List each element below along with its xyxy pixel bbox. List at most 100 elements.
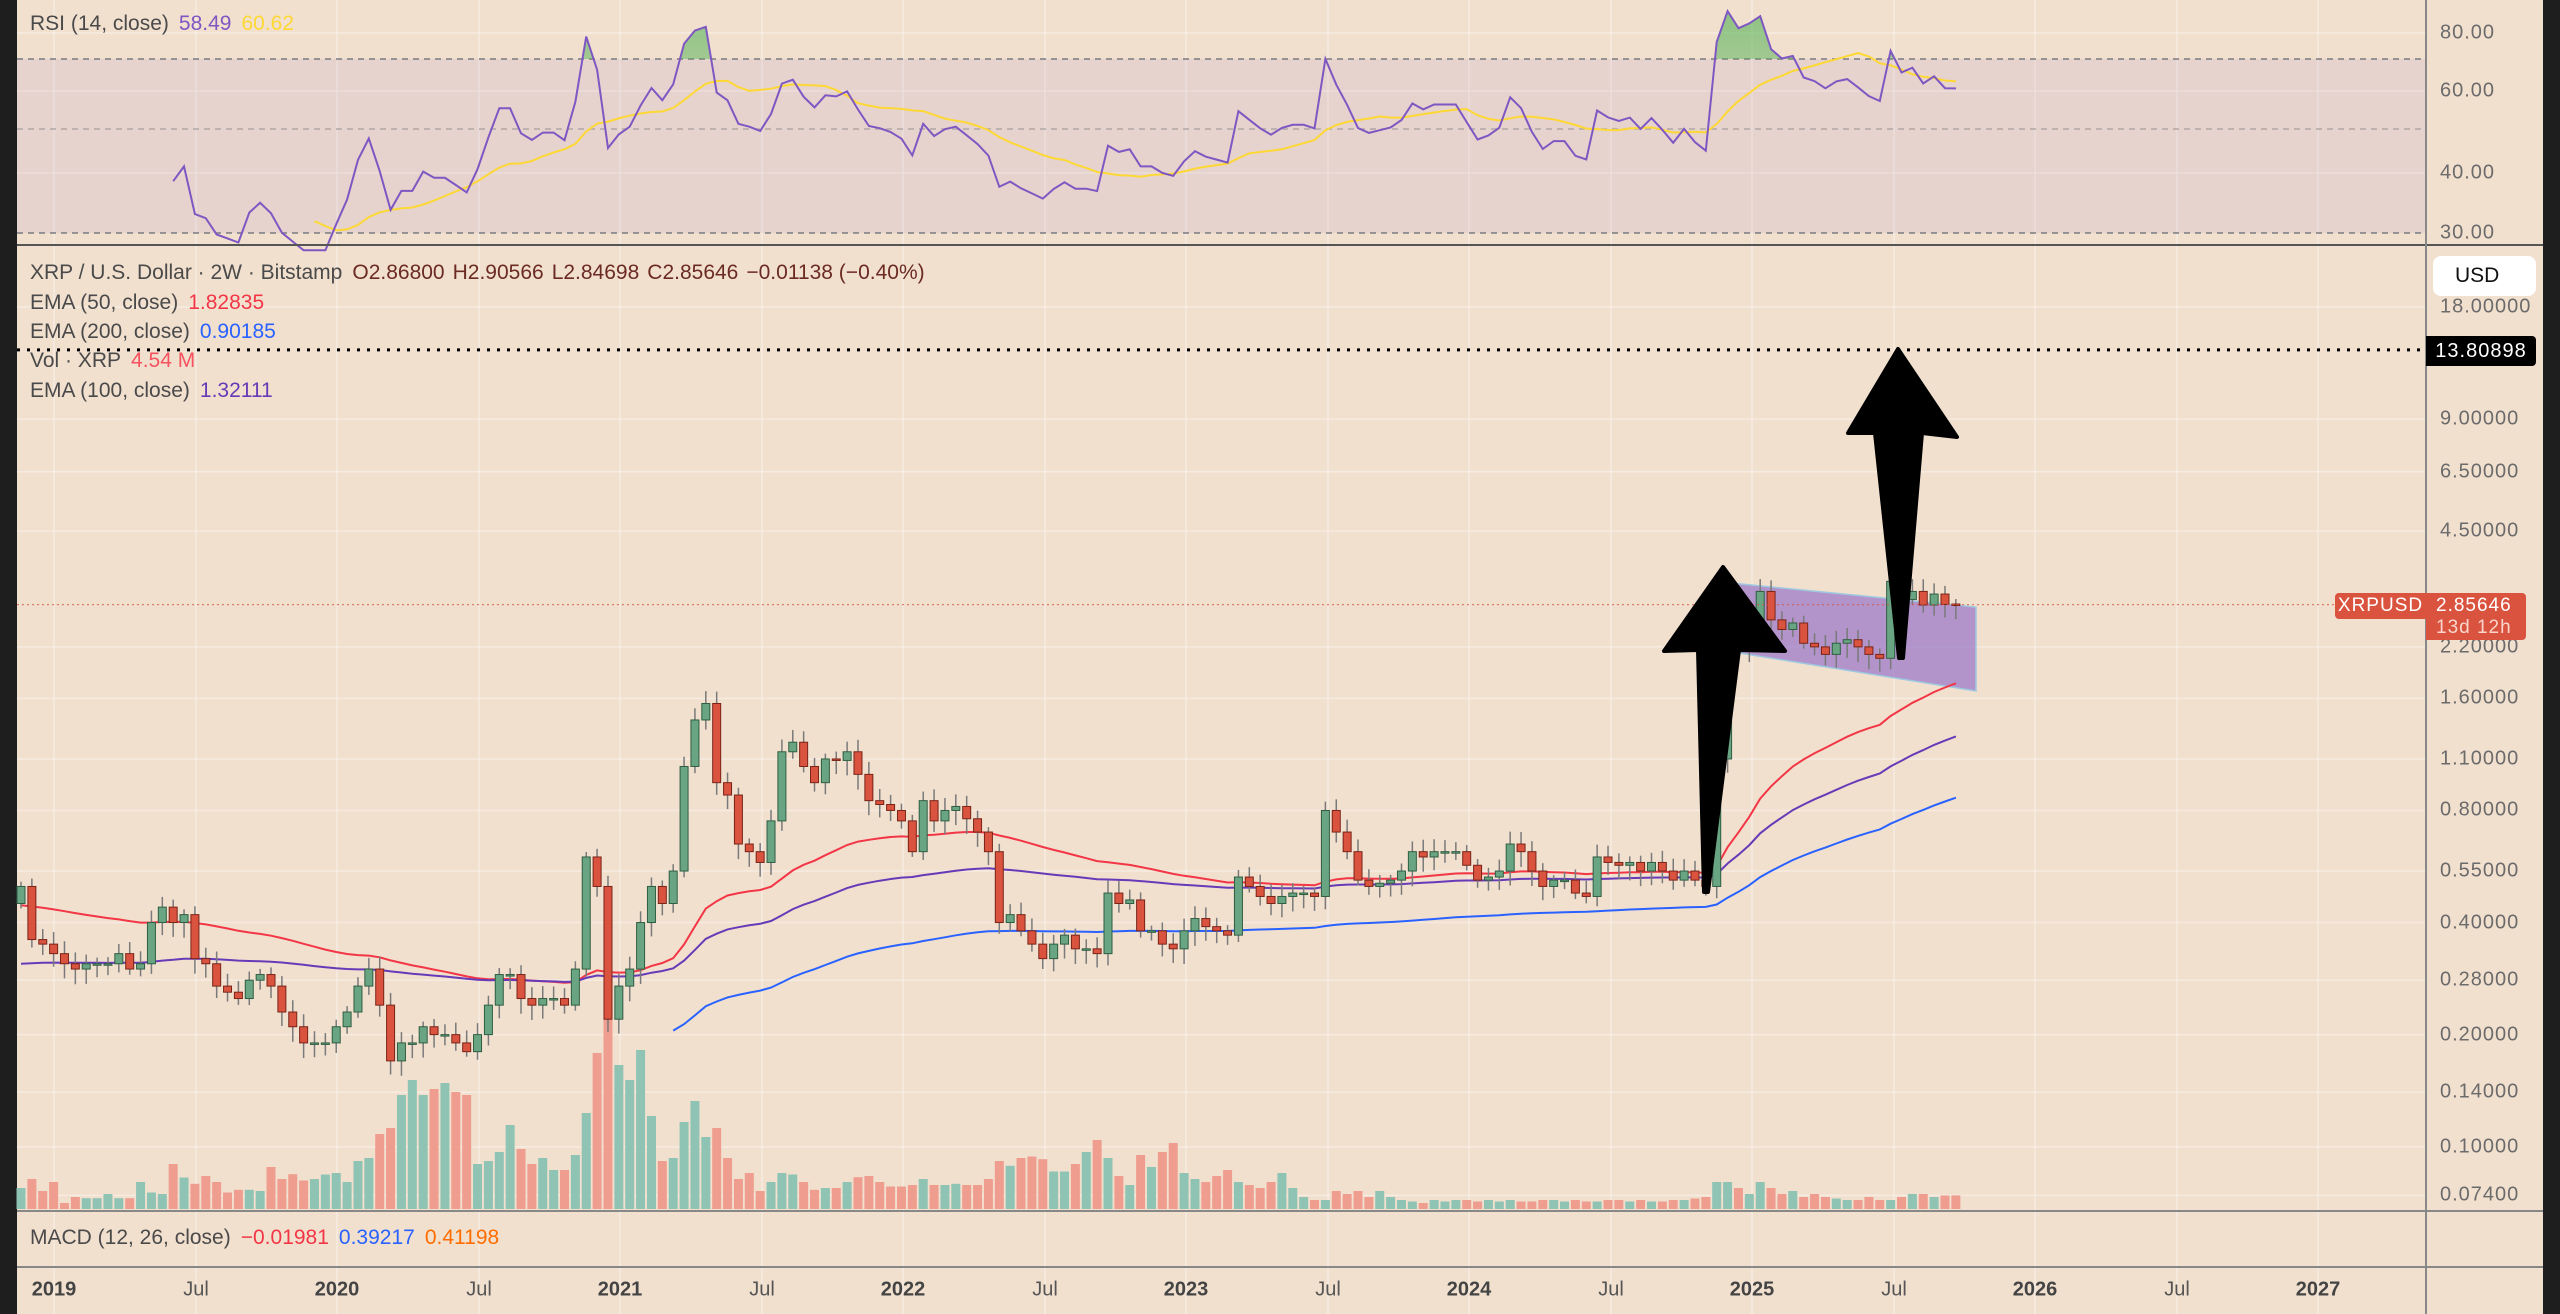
candle-body <box>1179 930 1189 950</box>
volume-bar <box>1701 1197 1711 1209</box>
candle-body <box>1842 639 1852 644</box>
candle-body <box>70 963 80 970</box>
ema200-value: 0.90185 <box>199 320 276 343</box>
time-axis-tick: Jul <box>1598 1278 1624 1301</box>
candle-body <box>1560 879 1570 883</box>
price-axis-tick: 0.28000 <box>2440 968 2520 991</box>
rsi-pane <box>172 8 1956 252</box>
volume-bar <box>1070 1164 1080 1209</box>
volume-bar <box>1266 1182 1276 1209</box>
volume-bar <box>1473 1201 1483 1209</box>
time-axis-tick: 2027 <box>2295 1278 2341 1301</box>
candle-body <box>940 809 950 822</box>
price-axis-tick: 9.00000 <box>2440 407 2520 430</box>
currency-button[interactable]: USD <box>2433 256 2536 296</box>
volume-bar <box>527 1164 537 1209</box>
candle-body <box>38 939 48 945</box>
volume-bar <box>723 1158 733 1209</box>
volume-bar <box>744 1173 754 1209</box>
candle-body <box>1647 861 1656 872</box>
arrow-drawings[interactable] <box>1662 347 1959 894</box>
time-axis-tick: 2020 <box>314 1278 360 1301</box>
price-axis-tick: 18.00000 <box>2440 295 2532 318</box>
candle-body <box>983 831 993 853</box>
volume-bar <box>1570 1200 1580 1209</box>
volume-bar <box>1092 1140 1102 1209</box>
candle-body <box>1299 892 1309 896</box>
price-axis-tick: 2.20000 <box>2440 635 2520 658</box>
volume-bar <box>940 1185 950 1209</box>
volume-bar <box>1766 1188 1776 1209</box>
volume-legend[interactable]: Vol · XRP 4.54 M <box>30 349 205 373</box>
volume-bar <box>1103 1158 1113 1209</box>
candle-body <box>712 703 722 784</box>
time-axis-tick: Jul <box>749 1278 775 1301</box>
candle-body <box>1114 892 1124 904</box>
ema100-legend[interactable]: EMA (100, close) 1.32111 <box>30 379 283 403</box>
volume-bar <box>581 1113 591 1209</box>
candle-body <box>16 885 26 904</box>
volume-bar <box>1744 1194 1754 1209</box>
volume-bar <box>103 1194 113 1209</box>
candle-body <box>1592 856 1602 897</box>
volume-bar <box>1255 1188 1265 1209</box>
candle-body <box>1538 870 1548 887</box>
volume-bar <box>1244 1185 1254 1209</box>
candle-body <box>49 943 59 955</box>
candle-body <box>1527 851 1537 872</box>
volume-bar <box>136 1182 146 1209</box>
volume-bar <box>1125 1185 1135 1209</box>
volume-bar <box>1027 1156 1037 1209</box>
volume-label: Vol · XRP <box>30 349 122 372</box>
candle-body <box>1223 930 1233 936</box>
rsi-legend[interactable]: RSI (14, close) 58.49 60.62 <box>30 12 304 36</box>
ohlc-close: C2.85646 <box>647 261 739 284</box>
volume-bar <box>1364 1197 1374 1209</box>
volume-bar <box>1005 1165 1015 1209</box>
candle-body <box>679 765 689 872</box>
ema100-value: 1.32111 <box>199 379 273 402</box>
volume-bar <box>1299 1197 1309 1209</box>
ema200-legend[interactable]: EMA (200, close) 0.90185 <box>30 320 286 344</box>
volume-bar <box>777 1173 787 1209</box>
candle-body <box>1331 809 1341 833</box>
price-axis-tick: 0.55000 <box>2440 859 2520 882</box>
volume-bar <box>820 1188 830 1209</box>
candle-body <box>864 773 874 802</box>
price-axis-tick: 6.50000 <box>2440 460 2520 483</box>
ema50-legend[interactable]: EMA (50, close) 1.82835 <box>30 291 274 315</box>
ema100-label: EMA (100, close) <box>30 379 190 402</box>
ohlc-high: H2.90566 <box>452 261 544 284</box>
candle-body <box>701 703 711 721</box>
candle-body <box>1081 948 1091 951</box>
volume-bar <box>788 1174 798 1209</box>
candle-body <box>396 1042 406 1062</box>
volume-bar <box>636 1050 646 1209</box>
volume-bar <box>1146 1167 1156 1209</box>
symbol-legend[interactable]: XRP / U.S. Dollar · 2W · Bitstamp O2.8680… <box>30 261 935 285</box>
ohlc-change: −0.01138 (−0.40%) <box>746 261 925 284</box>
volume-bar <box>157 1194 167 1209</box>
volume-bar <box>690 1101 700 1209</box>
volume-bar <box>1679 1200 1689 1209</box>
volume-bar <box>799 1182 809 1209</box>
volume-bar <box>1016 1158 1026 1209</box>
volume-bar <box>299 1180 309 1209</box>
candle-body <box>886 804 896 811</box>
candle-body <box>233 991 243 1000</box>
candle-body <box>516 974 526 1000</box>
candle-body <box>1918 590 1928 606</box>
candle-body <box>581 856 591 970</box>
candle-body <box>1027 930 1037 945</box>
price-axis-tick: 0.10000 <box>2440 1135 2520 1158</box>
volume-bar <box>1310 1200 1320 1209</box>
candle-body <box>1679 870 1689 881</box>
volume-bar <box>1483 1200 1493 1209</box>
candle-body <box>907 820 917 853</box>
candle-body <box>157 906 167 924</box>
price-axis-tick: 1.10000 <box>2440 747 2520 770</box>
volume-bar <box>320 1174 330 1209</box>
macd-legend[interactable]: MACD (12, 26, close) −0.01981 0.39217 0.411… <box>30 1226 509 1250</box>
candle-body <box>299 1026 309 1044</box>
